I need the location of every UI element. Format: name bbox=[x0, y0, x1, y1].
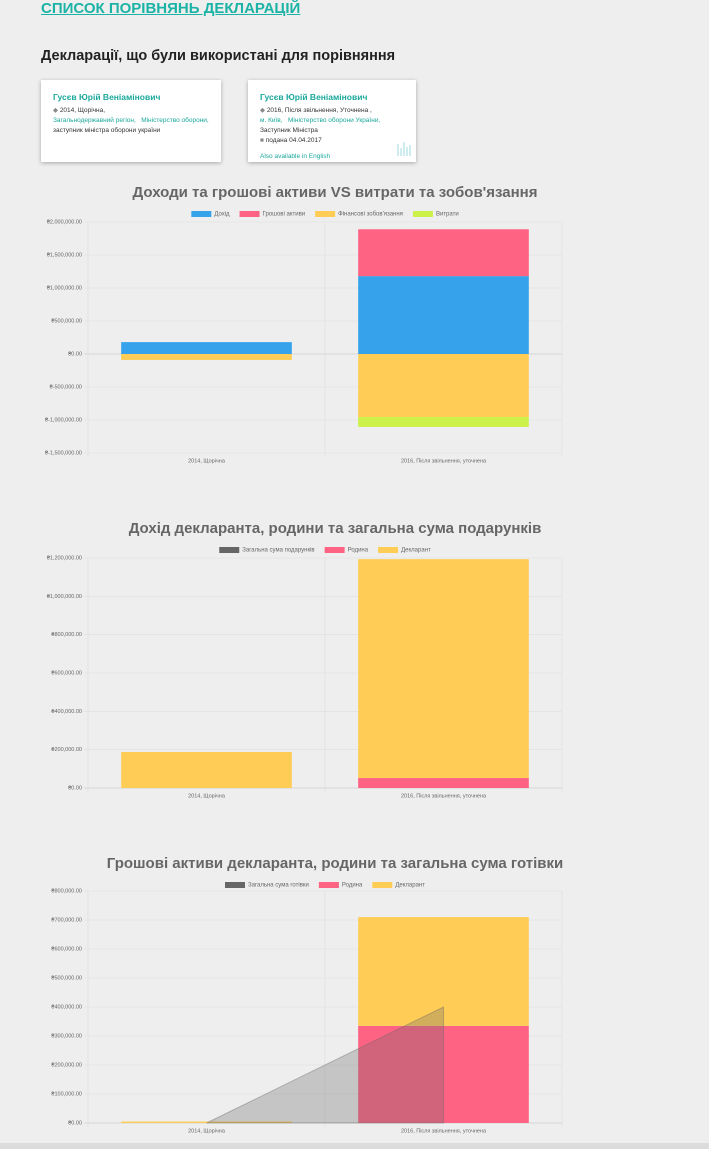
legend-swatch bbox=[318, 882, 339, 888]
legend-label: Родина bbox=[348, 548, 369, 554]
legend-swatch bbox=[219, 547, 240, 553]
y-tick-label: ₴-1,000,000.00 bbox=[45, 417, 82, 423]
footer-bar bbox=[0, 1143, 709, 1149]
legend-label: Загальна сума готівки bbox=[248, 883, 309, 889]
bar bbox=[358, 354, 529, 418]
card-body: ◆ 2014, Щорічна, Загальнодержавний регіо… bbox=[53, 106, 213, 136]
y-tick-label: ₴-1,500,000.00 bbox=[45, 450, 82, 456]
bar bbox=[121, 354, 292, 360]
y-tick-label: ₴600,000.00 bbox=[51, 946, 82, 952]
y-tick-label: ₴0.00 bbox=[68, 785, 82, 791]
bar bbox=[358, 417, 529, 427]
declaration-card[interactable]: Гусєв Юрій Веніамінович ◆ 2016, Після зв… bbox=[248, 80, 416, 162]
y-tick-label: ₴500,000.00 bbox=[51, 318, 82, 324]
y-tick-label: ₴800,000.00 bbox=[51, 632, 82, 638]
y-tick-label: ₴200,000.00 bbox=[51, 1062, 82, 1068]
card-name[interactable]: Гусєв Юрій Веніамінович bbox=[260, 92, 368, 102]
bar bbox=[358, 276, 529, 354]
y-tick-label: ₴400,000.00 bbox=[51, 709, 82, 715]
y-tick-label: ₴800,000.00 bbox=[51, 888, 82, 894]
card-office[interactable]: Міністерство оборони України, bbox=[288, 117, 381, 124]
card-region[interactable]: м. Київ, bbox=[260, 117, 283, 124]
x-tick-label: 2014, Щорічна bbox=[188, 793, 226, 799]
bar bbox=[358, 917, 529, 1026]
bar bbox=[121, 342, 292, 354]
chart-title: Доходи та грошові активи VS витрати та з… bbox=[133, 184, 538, 201]
legend-label: Декларант bbox=[401, 548, 431, 554]
card-submitted: подана 04.04.2017 bbox=[265, 137, 322, 144]
logo bbox=[397, 142, 411, 156]
card-office[interactable]: Міністерство оборони, bbox=[141, 117, 209, 124]
tag-icon: ◆ bbox=[53, 107, 58, 114]
x-tick-label: 2016, Після звільнення, уточнена bbox=[401, 458, 487, 464]
legend-label: Витрати bbox=[436, 212, 459, 218]
card-body: ◆ 2016, Після звільнення, Уточнена , м. … bbox=[260, 106, 408, 162]
y-tick-label: ₴-500,000.00 bbox=[50, 384, 82, 390]
date-icon: ■ bbox=[260, 137, 264, 144]
legend: Дохід Грошові активи Фінансові зобов'язанн… bbox=[191, 211, 459, 218]
section-title: Декларації, що були використані для порі… bbox=[41, 48, 396, 64]
y-tick-label: ₴0.00 bbox=[68, 351, 82, 357]
card-declaration: 2016, Після звільнення, Уточнена , bbox=[266, 107, 372, 114]
y-tick-label: ₴300,000.00 bbox=[51, 1033, 82, 1039]
legend-label: Фінансові зобов'язання bbox=[338, 212, 403, 218]
area bbox=[206, 1006, 444, 1124]
card-position: Заступник Міністра bbox=[260, 127, 318, 134]
tag-icon: ◆ bbox=[260, 107, 265, 114]
legend-label: Декларант bbox=[395, 883, 425, 889]
legend-swatch bbox=[191, 211, 212, 217]
legend: Загальна сума подарунків Родина Декларант bbox=[219, 547, 431, 554]
legend: Загальна сума готівки Родина Декларант bbox=[225, 882, 425, 889]
legend-label: Родина bbox=[342, 883, 363, 889]
legend-swatch bbox=[324, 547, 345, 553]
y-tick-label: ₴700,000.00 bbox=[51, 917, 82, 923]
chart-title: Грошові активи декларанта, родини та заг… bbox=[107, 855, 563, 872]
legend-swatch bbox=[239, 211, 260, 217]
y-tick-label: ₴1,500,000.00 bbox=[47, 252, 82, 258]
card-english-link[interactable]: Also available in English bbox=[260, 153, 331, 160]
y-tick-label: ₴1,000,000.00 bbox=[47, 285, 82, 291]
x-tick-label: 2016, Після звільнення, уточнена bbox=[401, 1128, 487, 1134]
card-region[interactable]: Загальнодержавний регіон, bbox=[53, 117, 136, 124]
y-tick-label: ₴0.00 bbox=[68, 1120, 82, 1126]
x-tick-label: 2014, Щорічна bbox=[188, 1128, 226, 1134]
legend-label: Грошові активи bbox=[263, 212, 306, 218]
page-title[interactable]: СПИСОК ПОРІВНЯНЬ ДЕКЛАРАЦІЙ bbox=[41, 0, 301, 17]
x-tick-label: 2016, Після звільнення, уточнена bbox=[401, 793, 487, 799]
card-position: заступник міністра оборони україни bbox=[53, 127, 161, 134]
legend-label: Загальна сума подарунків bbox=[242, 548, 314, 554]
card-declaration: 2014, Щорічна, bbox=[59, 107, 106, 114]
bar bbox=[358, 1025, 529, 1123]
y-tick-label: ₴1,200,000.00 bbox=[47, 555, 82, 561]
chart-title: Дохід декларанта, родини та загальна сум… bbox=[129, 520, 542, 537]
bar bbox=[358, 229, 529, 277]
legend-swatch bbox=[372, 882, 393, 888]
bar bbox=[121, 751, 292, 788]
bar bbox=[121, 1121, 292, 1123]
y-tick-label: ₴500,000.00 bbox=[51, 975, 82, 981]
x-tick-label: 2014, Щорічна bbox=[188, 458, 226, 464]
legend-swatch bbox=[412, 211, 433, 217]
y-tick-label: ₴600,000.00 bbox=[51, 670, 82, 676]
y-tick-label: ₴100,000.00 bbox=[51, 1091, 82, 1097]
declaration-card[interactable]: Гусєв Юрій Веніамінович ◆ 2014, Щорічна,… bbox=[41, 80, 221, 162]
bar bbox=[358, 559, 529, 779]
card-name[interactable]: Гусєв Юрій Веніамінович bbox=[53, 92, 161, 102]
y-tick-label: ₴400,000.00 bbox=[51, 1004, 82, 1010]
y-tick-label: ₴200,000.00 bbox=[51, 747, 82, 753]
y-tick-label: ₴1,000,000.00 bbox=[47, 594, 82, 600]
legend-label: Дохід bbox=[214, 212, 230, 218]
y-tick-label: ₴2,000,000.00 bbox=[47, 219, 82, 225]
bar bbox=[358, 778, 529, 788]
legend-swatch bbox=[378, 547, 399, 553]
legend-swatch bbox=[225, 882, 245, 888]
legend-swatch bbox=[315, 211, 336, 217]
